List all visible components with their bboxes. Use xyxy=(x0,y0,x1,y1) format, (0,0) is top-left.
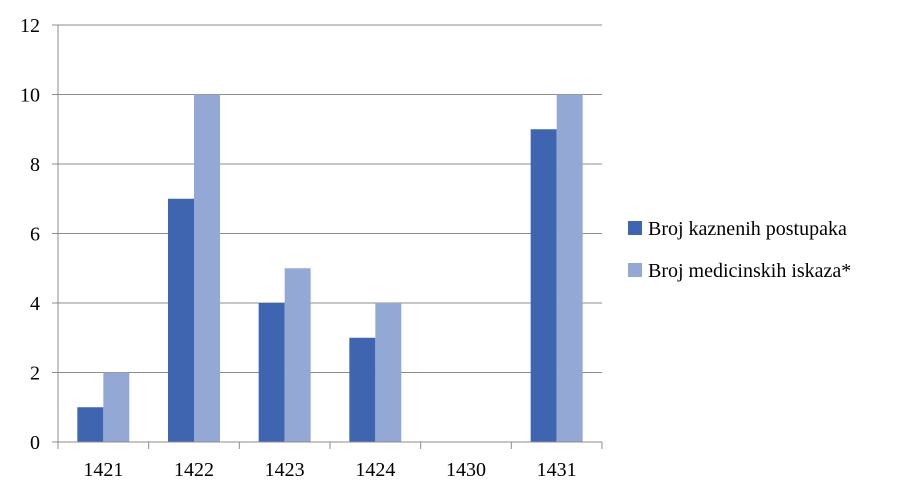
bar xyxy=(168,198,194,442)
x-axis-ticks: 1421 1422 1423 1424 1430 1431 xyxy=(83,459,576,481)
legend-swatch xyxy=(628,221,642,235)
bar xyxy=(103,372,130,442)
bar xyxy=(375,303,402,442)
y-axis-ticks: 0 2 4 6 8 10 12 xyxy=(20,15,40,454)
y-tick-label: 12 xyxy=(20,15,40,37)
bar xyxy=(194,94,220,442)
y-tick-label: 10 xyxy=(20,85,40,107)
x-tick-label: 1430 xyxy=(446,459,486,481)
legend-label: Broj medicinskih iskaza* xyxy=(648,260,851,282)
gridlines xyxy=(58,24,602,373)
bar xyxy=(556,94,583,442)
legend: Broj kaznenih postupaka Broj medicinskih … xyxy=(628,218,851,282)
y-tick-label: 6 xyxy=(30,224,40,246)
x-tick-label: 1431 xyxy=(537,459,577,481)
bar xyxy=(77,407,104,442)
legend-swatch xyxy=(628,263,642,277)
y-tick-label: 8 xyxy=(30,154,40,176)
x-tick-label: 1424 xyxy=(355,459,395,481)
legend-label: Broj kaznenih postupaka xyxy=(648,218,847,240)
y-tick-label: 0 xyxy=(30,432,40,454)
axes xyxy=(52,24,603,449)
x-tick-label: 1423 xyxy=(265,459,305,481)
y-tick-label: 4 xyxy=(30,293,40,315)
bar xyxy=(349,337,376,442)
bar xyxy=(530,129,557,442)
x-tick-label: 1422 xyxy=(174,459,214,481)
bars xyxy=(77,94,583,442)
bar xyxy=(258,303,285,442)
y-tick-label: 2 xyxy=(30,363,40,385)
bar xyxy=(284,268,311,442)
x-tick-label: 1421 xyxy=(83,459,123,481)
